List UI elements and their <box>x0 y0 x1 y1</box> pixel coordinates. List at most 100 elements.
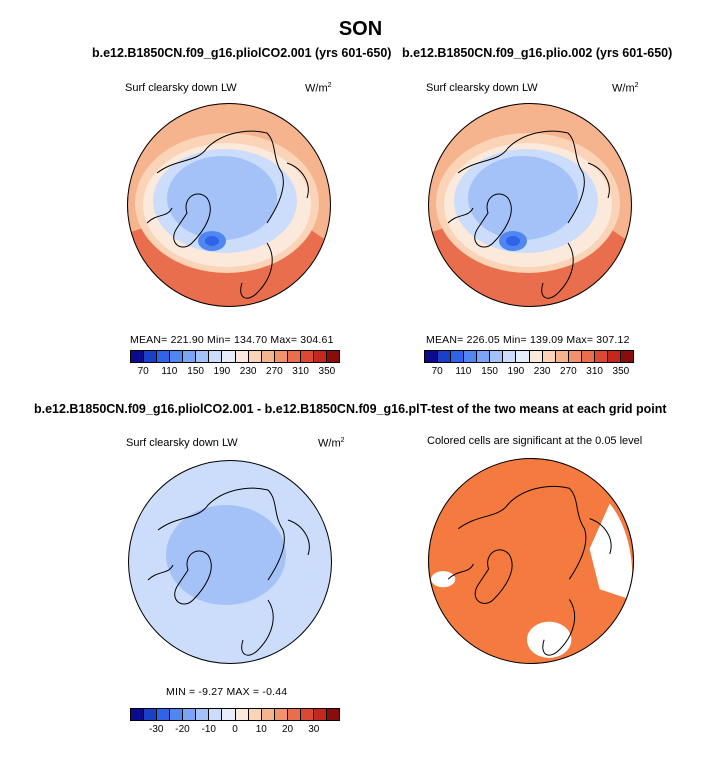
coastline <box>589 518 612 555</box>
colorbar-swatch <box>222 351 236 362</box>
colorbar-tick-label: 270 <box>266 366 283 377</box>
map-cold-spot <box>205 236 219 246</box>
colorbar-swatch <box>425 351 439 362</box>
colorbar-swatch <box>209 709 223 720</box>
colorbar-swatch <box>568 351 582 362</box>
colorbar-swatch <box>170 709 184 720</box>
coastline <box>287 519 310 556</box>
colorbar-swatch <box>222 709 236 720</box>
colorbar-tick-label: 10 <box>255 724 267 735</box>
map-not-significant <box>526 621 572 658</box>
coastline <box>173 193 211 248</box>
colorbar-swatch <box>542 351 556 362</box>
coastline <box>157 487 285 581</box>
colorbar-swatch <box>235 351 249 362</box>
panel3-polar-map <box>128 460 332 664</box>
colorbar-swatch <box>607 351 621 362</box>
colorbar-tick-label: 230 <box>239 366 257 377</box>
colorbar-swatch <box>503 351 517 362</box>
coastline <box>541 242 574 299</box>
map-band <box>468 156 578 240</box>
colorbar-swatch <box>248 351 262 362</box>
coastline <box>240 242 273 299</box>
colorbar-swatch <box>183 709 197 720</box>
colorbar-swatch <box>300 709 314 720</box>
colorbar-swatch <box>170 351 184 362</box>
colorbar-tick-label: 20 <box>281 724 294 735</box>
colorbar-swatch <box>326 709 339 720</box>
map-fill-significant <box>428 458 634 664</box>
colorbar-tick-label: 70 <box>137 366 149 377</box>
colorbar-swatch <box>555 351 569 362</box>
colorbar-swatch <box>490 351 504 362</box>
panel1-units: W/m2 <box>305 82 332 95</box>
colorbar-swatch <box>183 351 197 362</box>
colorbar-swatch <box>313 709 327 720</box>
colorbar-swatch <box>131 351 145 362</box>
colorbar-swatch <box>438 351 452 362</box>
colorbar-swatch <box>274 709 288 720</box>
colorbar-swatch <box>326 351 339 362</box>
colorbar-tick-label: 310 <box>292 366 309 377</box>
panel1-title: b.e12.B1850CN.f09_g16.pliolCO2.001 (yrs … <box>92 46 392 60</box>
map-band <box>166 505 286 605</box>
colorbar-tick-label: -10 <box>201 724 216 735</box>
colorbar-swatch <box>451 351 465 362</box>
colorbar-tick-label: 150 <box>481 366 498 377</box>
panel3-title: b.e12.B1850CN.f09_g16.pliolCO2.001 - b.e… <box>34 402 456 416</box>
colorbar-tick-label: 270 <box>560 366 577 377</box>
colorbar-tick-label: 190 <box>213 366 231 377</box>
colorbar-swatch <box>144 351 158 362</box>
colorbar-swatch <box>196 351 210 362</box>
map-boundary <box>428 103 632 307</box>
panel1-stats: MEAN= 221.90 Min= 134.70 Max= 304.61 <box>130 334 334 346</box>
panel2-units: W/m2 <box>612 82 639 95</box>
colorbar-swatch <box>235 709 249 720</box>
colorbar-swatch <box>594 351 608 362</box>
coastline <box>156 130 284 224</box>
panel3-subtitle: Surf clearsky down LW <box>126 437 238 449</box>
colorbar-swatch <box>287 709 301 720</box>
panel3-stats: MIN = -9.27 MAX = -0.44 <box>166 686 288 698</box>
panel1-subtitle: Surf clearsky down LW <box>125 82 237 94</box>
colorbar-swatch <box>157 351 171 362</box>
colorbar-tick-label: -20 <box>175 724 190 735</box>
map-band <box>167 156 277 240</box>
colorbar-swatch <box>274 351 288 362</box>
colorbar-swatch <box>529 351 543 362</box>
colorbar-swatch <box>287 351 301 362</box>
panel1-colorbar <box>130 350 340 363</box>
colorbar-tick-label: 110 <box>455 366 472 377</box>
panel4-polar-map <box>428 458 634 664</box>
panel2-polar-map <box>428 103 632 307</box>
colorbar-tick-label: 350 <box>612 366 630 377</box>
map-boundary <box>428 458 634 664</box>
coastline <box>174 550 212 605</box>
coastline <box>147 564 174 581</box>
coastline <box>457 130 585 224</box>
panel2-stats: MEAN= 226.05 Min= 139.09 Max= 307.12 <box>426 334 630 346</box>
colorbar-swatch <box>196 709 210 720</box>
colorbar-swatch <box>477 351 491 362</box>
coastline <box>457 485 587 580</box>
colorbar-swatch <box>131 709 145 720</box>
colorbar-tick-label: 190 <box>507 366 525 377</box>
coastline <box>286 162 309 199</box>
panel1-polar-map <box>127 103 331 307</box>
figure-title: SON <box>338 18 383 40</box>
map-cold-spot <box>506 236 520 246</box>
panel2-colorbar <box>424 350 634 363</box>
coastline <box>474 549 513 604</box>
coastline <box>447 563 474 580</box>
colorbar-tick-label: -30 <box>149 724 164 735</box>
colorbar-tick-label: 310 <box>586 366 603 377</box>
panel2-subtitle: Surf clearsky down LW <box>426 82 538 94</box>
coastline <box>146 207 173 224</box>
colorbar-swatch <box>144 709 158 720</box>
colorbar-swatch <box>261 709 275 720</box>
colorbar-tick-label: 230 <box>533 366 551 377</box>
map-boundary <box>128 460 332 664</box>
coastline <box>447 207 474 224</box>
panel3-colorbar <box>130 708 340 721</box>
colorbar-tick-label: 70 <box>431 366 443 377</box>
